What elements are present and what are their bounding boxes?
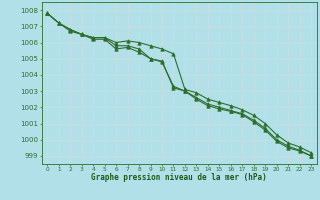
X-axis label: Graphe pression niveau de la mer (hPa): Graphe pression niveau de la mer (hPa) bbox=[91, 173, 267, 182]
